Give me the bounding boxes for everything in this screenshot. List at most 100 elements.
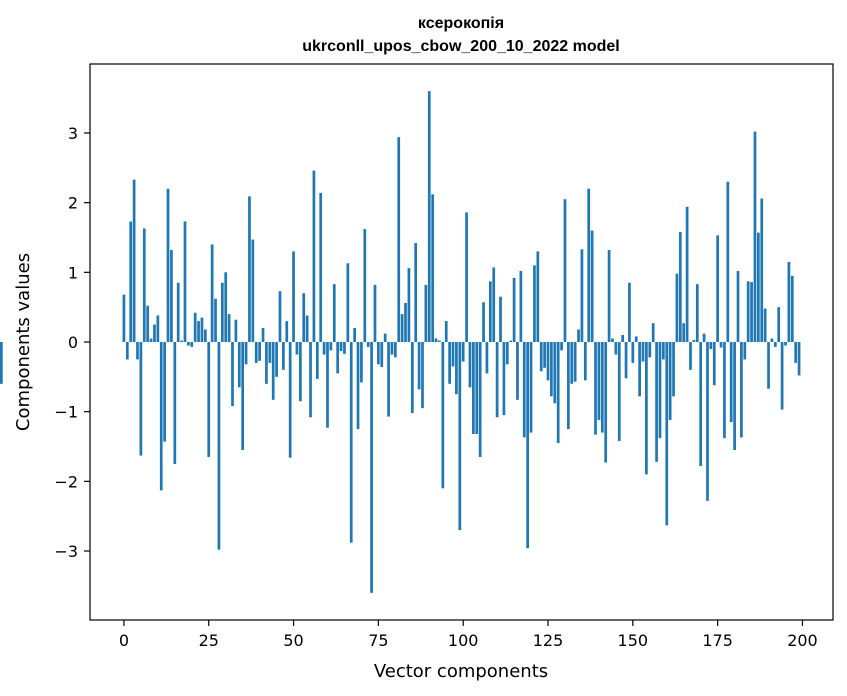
bar-136 — [583, 342, 587, 381]
bar-113 — [505, 342, 509, 365]
bar-3 — [132, 179, 136, 342]
x-tick-label: 0 — [119, 631, 129, 650]
bar-28 — [217, 342, 221, 550]
bar-25 — [207, 342, 211, 457]
bar-146 — [617, 342, 621, 441]
bar-180 — [733, 342, 736, 450]
bar-48 — [285, 321, 289, 342]
bar-169 — [695, 284, 699, 342]
bar-144 — [611, 338, 614, 342]
bar-109 — [492, 267, 496, 342]
bar-123 — [539, 342, 543, 372]
bar-147 — [621, 335, 625, 342]
bar-175 — [716, 235, 719, 342]
bar-84 — [407, 268, 411, 342]
bar-70 — [360, 342, 363, 383]
bar-188 — [760, 198, 764, 342]
bar-57 — [315, 342, 319, 379]
bar-167 — [689, 342, 692, 370]
bar-74 — [373, 284, 377, 342]
bar-177 — [723, 342, 726, 439]
bar-102 — [468, 342, 472, 388]
bar-35 — [241, 342, 245, 450]
bar-29 — [220, 282, 224, 342]
bar-22 — [197, 321, 200, 342]
bar-168 — [692, 339, 696, 342]
bar-77 — [383, 333, 387, 342]
bar-54 — [305, 315, 309, 342]
bar-92 — [434, 338, 438, 342]
bar-130 — [563, 199, 567, 342]
bar-87 — [417, 342, 421, 390]
bar-32 — [231, 342, 234, 407]
bar-40 — [258, 342, 261, 361]
x-tick-label: 50 — [283, 631, 303, 650]
bar-34 — [237, 342, 241, 388]
bar-186 — [753, 131, 757, 342]
y-tick-label: 2 — [68, 194, 78, 213]
bar-160 — [665, 342, 669, 526]
bar-111 — [499, 296, 502, 342]
y-tick-label: 0 — [68, 333, 78, 352]
bar-64 — [339, 342, 343, 352]
bar-193 — [777, 307, 781, 342]
bar-195 — [784, 342, 787, 346]
bar-133 — [573, 342, 577, 382]
bar-119 — [526, 342, 530, 549]
bar-143 — [607, 250, 611, 342]
bar-51 — [295, 342, 299, 355]
bar-94 — [441, 342, 445, 489]
bar-156 — [651, 323, 655, 342]
y-tick-label: 3 — [68, 124, 78, 143]
bar-101 — [465, 212, 468, 342]
x-tick-label: 25 — [199, 631, 219, 650]
bar-14 — [170, 250, 173, 342]
bar-42 — [265, 342, 268, 384]
bar-13 — [166, 188, 170, 342]
bar-189 — [763, 308, 767, 342]
plot-area-frame — [89, 63, 834, 621]
bar-20 — [190, 342, 194, 347]
bar-97 — [451, 342, 455, 367]
chart-title-line-1: ксерокопія — [418, 15, 504, 32]
bar-150 — [631, 342, 635, 363]
bar-36 — [244, 342, 248, 365]
bar-149 — [628, 282, 631, 342]
bar-173 — [709, 342, 713, 349]
bar-89 — [424, 284, 428, 342]
bar-53 — [302, 293, 306, 342]
bar-49 — [288, 342, 292, 458]
bar-73 — [370, 342, 373, 593]
bar-37 — [248, 196, 251, 342]
bar-105 — [478, 342, 482, 457]
bar-83 — [404, 302, 407, 342]
bar-138 — [590, 230, 594, 342]
x-tick-label: 150 — [618, 631, 649, 650]
bar-159 — [662, 342, 665, 360]
bar-129 — [560, 342, 563, 351]
y-tick-label: −2 — [54, 472, 78, 491]
bar-114 — [509, 340, 513, 342]
bar-196 — [787, 261, 791, 342]
bar-69 — [356, 342, 360, 430]
bar-65 — [343, 342, 346, 354]
bar-164 — [678, 231, 682, 342]
bar-100 — [461, 342, 465, 362]
x-tick-label: 200 — [787, 631, 818, 650]
bar-12 — [163, 342, 166, 442]
bar-80 — [393, 342, 397, 358]
bar-141 — [600, 342, 604, 433]
bar-117 — [519, 270, 523, 342]
bar-31 — [227, 314, 231, 342]
bar-139 — [594, 342, 597, 435]
bar-8 — [149, 338, 153, 342]
bar-126 — [550, 342, 553, 397]
bar-17 — [180, 340, 183, 342]
bar-179 — [729, 342, 733, 423]
bar-191 — [770, 338, 774, 342]
bar-190 — [767, 342, 770, 389]
bar-115 — [512, 277, 516, 342]
bar-107 — [485, 342, 489, 374]
bar-67 — [349, 342, 353, 543]
